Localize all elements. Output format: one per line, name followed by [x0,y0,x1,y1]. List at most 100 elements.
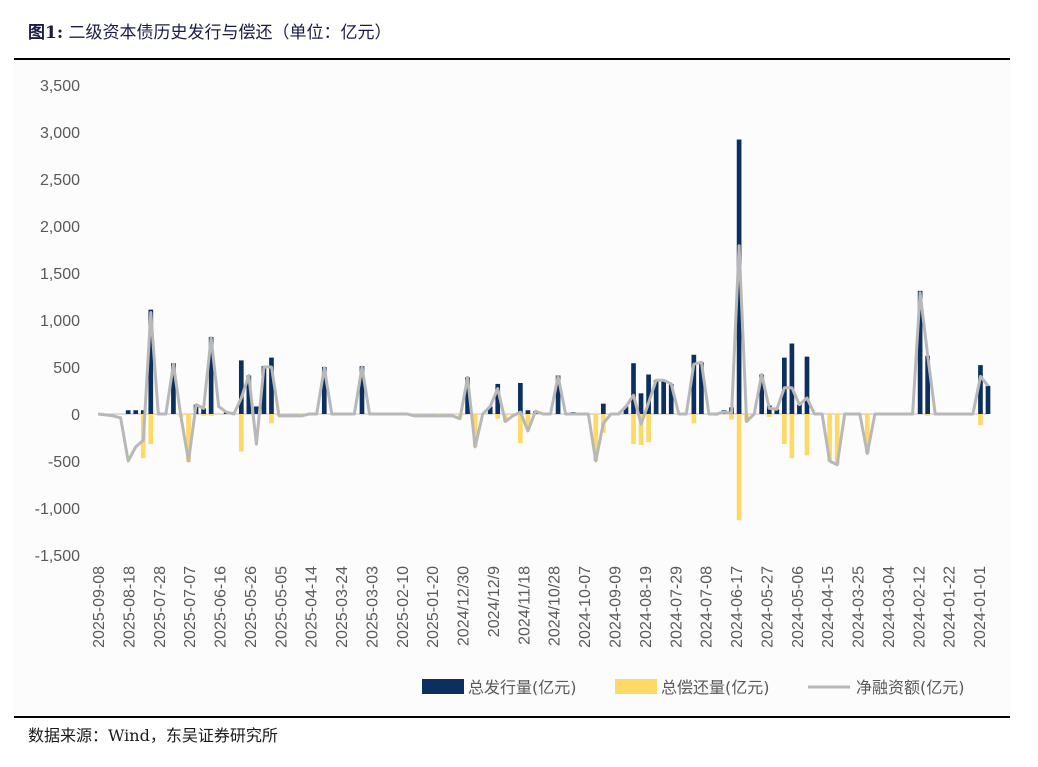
issuance-bar [359,366,365,414]
x-tick-label: 2024/11/18 [516,566,533,645]
issuance-bar [661,380,667,414]
repayment-bar [208,414,214,416]
net-financing-line [97,244,990,467]
legend-label-net: 净融资额(亿元) [856,678,965,697]
legend-label-issuance: 总发行量(亿元) [468,678,577,697]
issuance-bar [623,406,629,414]
issuance-bars [125,139,991,414]
repayment-bar [834,414,840,465]
issuance-bar [238,360,244,414]
x-tick-label: 2025-04-14 [304,566,321,648]
x-tick-label: 2025-09-08 [91,566,108,648]
issuance-bar [555,375,561,414]
repayment-bar [864,414,870,454]
issuance-bar [646,374,651,414]
y-tick-label: 2,000 [40,219,80,236]
y-tick-label: 3,000 [40,125,80,142]
x-tick-label: 2024-10-07 [577,566,594,648]
x-axis-ticks: 2025-09-08 2025-08-18 2025-07-28 2025-07-07… [91,566,989,648]
issuance-bar [668,383,674,414]
y-tick-label: 500 [53,360,80,377]
repayment-bar [729,414,734,420]
repayment-bar [269,414,274,424]
net-financing-polyline [97,244,990,467]
issuance-bar [261,366,267,414]
x-tick-label: 2024-08-19 [638,566,655,648]
repayment-bar [646,414,651,443]
repayment-bars [103,414,983,521]
repayment-bar [638,414,644,446]
repayment-bar [766,414,772,417]
repayment-bar [827,414,832,461]
issuance-bar [140,410,146,414]
x-tick-label: 2024-02-12 [911,566,928,648]
x-tick-label: 2024-05-06 [790,566,807,648]
data-source-note: 数据来源：Wind，东吴证券研究所 [28,722,278,746]
issuance-bar [804,356,810,414]
legend: 总发行量(亿元) 总偿还量(亿元) 净融资额(亿元) [422,678,965,697]
issuance-bar [638,393,644,414]
repayment-bar [631,414,636,445]
x-tick-label: 2024-06-17 [729,566,746,648]
x-tick-label: 2024-04-15 [820,566,837,648]
y-tick-label: -1,500 [35,548,80,565]
y-tick-label: -500 [48,454,80,471]
issuance-bar [321,367,327,414]
issuance-bar [254,406,259,414]
x-tick-label: 2025-05-26 [243,566,260,648]
y-tick-label: 1,500 [40,266,80,283]
x-tick-label: 2025-01-20 [425,566,442,648]
repayment-bar [518,414,523,444]
x-tick-label: 2025-06-16 [213,566,230,648]
x-tick-label: 2025-07-07 [182,566,199,648]
repayment-bar [804,414,810,456]
repayment-bar [978,414,983,426]
issuance-bar [985,385,991,414]
x-tick-label: 2024-07-29 [668,566,685,648]
plot-area-background [14,60,1010,715]
source-prefix: 数据来源： [28,726,109,745]
issuance-bar [269,357,274,414]
issuance-bar [759,374,765,414]
issuance-bar [789,343,795,414]
issuance-bar [246,375,252,414]
issuance-bar [208,336,214,414]
legend-label-repayment: 总偿还量(亿元) [661,678,770,697]
repayment-bar [691,414,697,424]
repayment-bar [925,414,930,416]
repayment-bar [201,414,206,416]
repayment-bar [593,414,599,461]
y-tick-label: 2,500 [40,172,80,189]
issuance-bar [917,290,923,414]
y-axis-ticks: -1,500 -1,000 -500 0 500 1,000 1,500 2,000 2,500… [35,78,80,565]
issuance-bar [925,355,930,414]
y-tick-label: 3,500 [40,78,80,95]
x-tick-label: 2024-01-22 [942,566,959,648]
issuance-bar [797,404,802,414]
x-tick-label: 2025-03-24 [334,566,351,648]
source-text: Wind，东吴证券研究所 [108,726,278,745]
issuance-bar [465,377,470,414]
x-tick-label: 2024/12/9 [486,566,503,637]
issuance-bar [133,410,139,414]
repayment-bar [148,414,154,445]
y-tick-label: 0 [71,407,80,424]
legend-swatch-issuance [422,679,464,694]
y-tick-label: 1,000 [40,313,80,330]
figure-title-text: 二级资本债历史发行与偿还（单位：亿元） [68,23,392,43]
x-tick-label: 2024-09-09 [608,566,625,648]
issuance-bar [653,380,659,414]
x-tick-label: 2024-07-08 [699,566,716,648]
legend-swatch-repayment [615,679,657,694]
repayment-bar [525,414,531,430]
x-tick-label: 2024-03-04 [881,566,898,648]
x-tick-label: 2025-08-18 [121,566,138,648]
repayment-bar [472,414,478,447]
issuance-bar [699,362,704,414]
y-tick-label: -1,000 [35,501,80,518]
issuance-bar [148,309,154,414]
x-tick-label: 2025-05-05 [273,566,290,648]
issuance-bar [631,363,636,414]
repayment-bar [782,414,787,445]
